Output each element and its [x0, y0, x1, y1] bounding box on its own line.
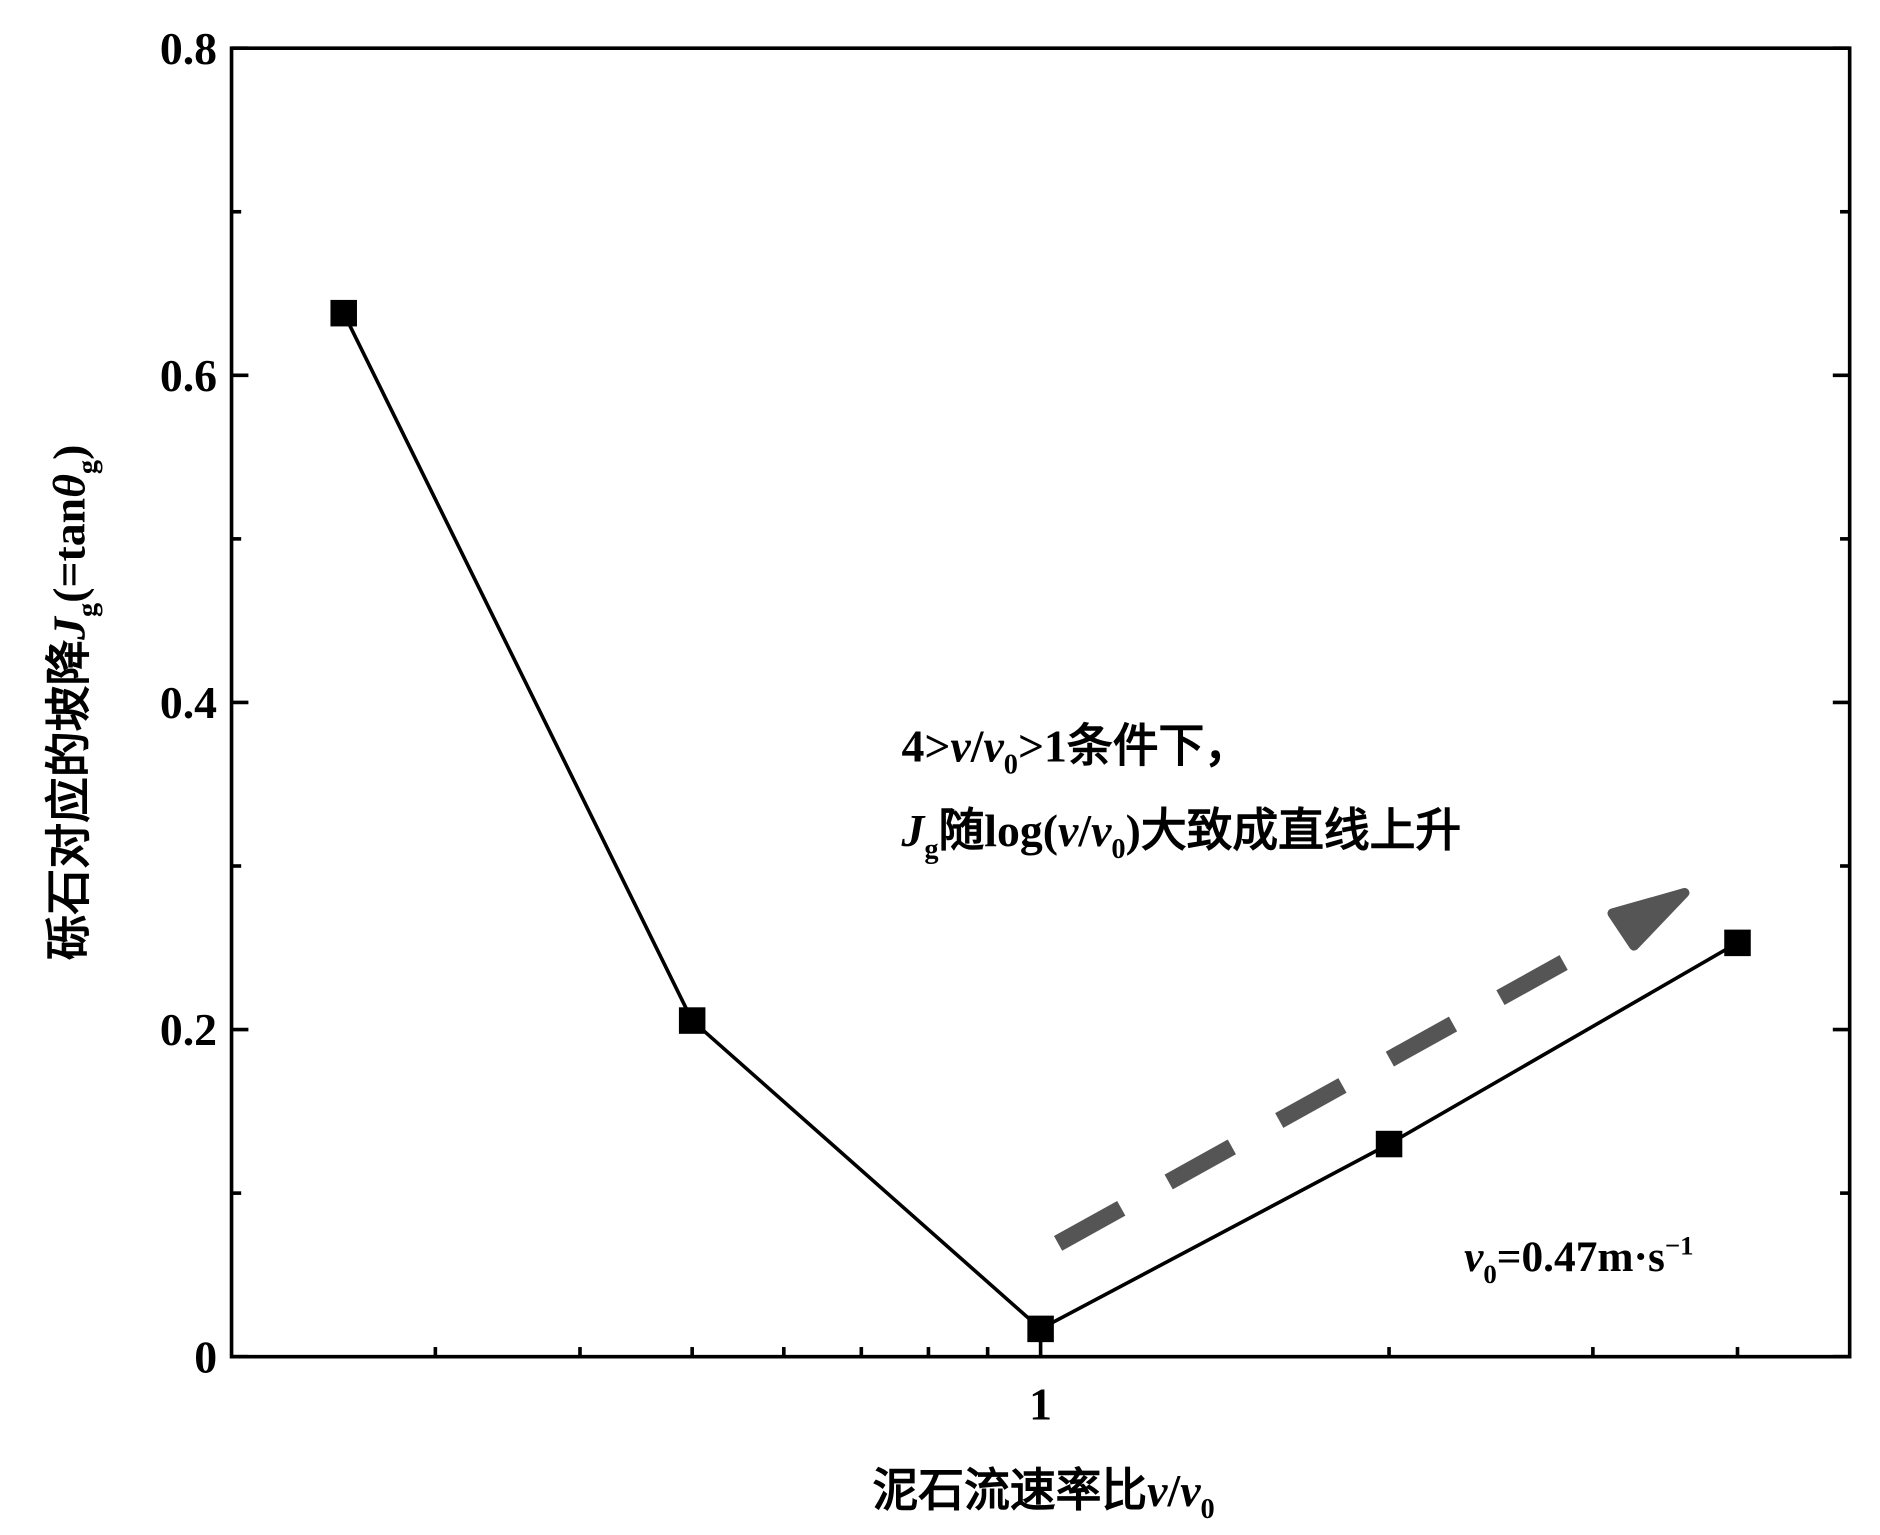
- data-point: [330, 299, 357, 327]
- annotation-part: −1: [1665, 1230, 1694, 1260]
- annotation-part: /: [970, 720, 985, 771]
- y-tick-label: 0.6: [160, 350, 217, 401]
- data-point: [1724, 929, 1751, 957]
- annotation-part: )大致成直线上升: [1126, 805, 1462, 856]
- annotation-part: 0: [1111, 834, 1125, 865]
- y-label-part: (=tan: [44, 498, 95, 603]
- x-label-part: 泥石流速率比: [873, 1465, 1148, 1516]
- data-point: [678, 1007, 706, 1034]
- x-label-part: 0: [1201, 1494, 1215, 1525]
- annotation-part: 0: [1004, 750, 1018, 781]
- annotation-part: =0.47m·s: [1497, 1233, 1665, 1281]
- y-label-part: ): [44, 445, 95, 460]
- y-tick-label: 0: [194, 1331, 217, 1382]
- y-tick-label: 0.8: [160, 23, 217, 74]
- y-label-part: g: [73, 460, 104, 474]
- annotation: v0=0.47m·s−1: [1464, 1230, 1694, 1289]
- y-tick-label: 0.4: [160, 677, 217, 728]
- annotation: 4>v/v0>1条件下，: [901, 720, 1250, 780]
- y-label-part: 砾石对应的坡降: [44, 640, 95, 961]
- trend-head: [1607, 887, 1690, 951]
- x-axis-label: 泥石流速率比v/v0: [873, 1465, 1215, 1525]
- plot-frame: [229, 46, 1852, 1359]
- trend-arrow: [1053, 887, 1690, 1251]
- x-label-part: v: [1147, 1465, 1168, 1516]
- annotation-part: v: [1091, 805, 1112, 856]
- annotation-part: v: [1058, 805, 1079, 856]
- y-axis-label: 砾石对应的坡降Jg(=tanθg): [44, 445, 104, 961]
- y-label-part: θ: [44, 474, 95, 498]
- annotation-part: /: [1077, 805, 1092, 856]
- data-point: [1375, 1130, 1403, 1158]
- annotation-part: 4>: [901, 720, 950, 771]
- annotation-part: 0: [1483, 1259, 1496, 1289]
- annotation-part: >1条件下，: [1018, 720, 1250, 771]
- annotation-part: 随log(: [939, 805, 1059, 856]
- trend-dash: [1053, 946, 1583, 1251]
- annotation-part: v: [1464, 1233, 1484, 1281]
- x-label-part: /: [1166, 1465, 1181, 1516]
- data-point: [1027, 1315, 1054, 1343]
- y-label-part: g: [73, 603, 104, 617]
- annotation-part: v: [950, 720, 971, 771]
- x-tick-label: 1: [1029, 1378, 1052, 1429]
- x-label-part: v: [1180, 1465, 1201, 1516]
- annotation-part: g: [924, 834, 938, 865]
- y-tick-label: 0.2: [160, 1004, 217, 1055]
- annotation-part: v: [983, 720, 1004, 771]
- y-label-part: J: [44, 615, 95, 641]
- annotation-part: J: [900, 805, 926, 856]
- annotation: Jg随log(v/v0)大致成直线上升: [900, 805, 1461, 865]
